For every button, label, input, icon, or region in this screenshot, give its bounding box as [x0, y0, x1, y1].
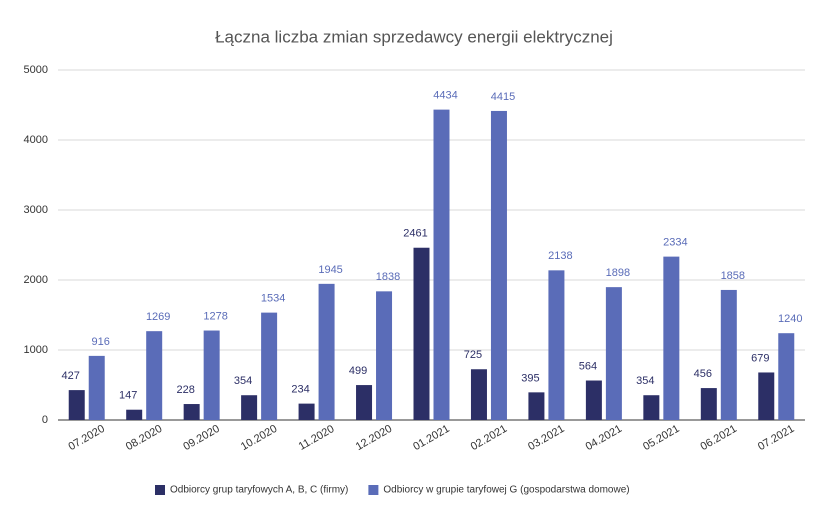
- data-label: 725: [464, 349, 482, 361]
- chart-title: Łączna liczba zmian sprzedawcy energii e…: [215, 27, 613, 46]
- x-tick-label: 12.2020: [354, 423, 394, 453]
- x-tick-label: 03.2021: [526, 423, 566, 453]
- data-label: 1898: [606, 267, 630, 279]
- bar: [778, 333, 795, 420]
- bar: [146, 331, 163, 420]
- x-tick-label: 05.2021: [641, 423, 681, 453]
- bar: [261, 312, 278, 420]
- bar: [433, 109, 450, 421]
- data-label: 2461: [403, 228, 427, 240]
- data-label: 4434: [433, 90, 457, 102]
- y-tick-label: 4000: [24, 134, 48, 146]
- data-label: 354: [234, 375, 252, 387]
- bar: [700, 388, 717, 420]
- bar: [183, 404, 200, 420]
- bar: [490, 110, 507, 420]
- y-tick-label: 3000: [24, 204, 48, 216]
- bar: [68, 390, 85, 420]
- data-label: 1240: [778, 313, 802, 325]
- bar: [88, 355, 105, 420]
- data-label: 679: [751, 352, 769, 364]
- bar: [720, 289, 737, 420]
- legend-label: Odbiorcy w grupie taryfowej G (gospodars…: [383, 485, 629, 496]
- bar: [643, 395, 660, 420]
- bar: [318, 283, 335, 420]
- data-label: 2138: [548, 250, 572, 262]
- bar: [203, 330, 220, 420]
- bar: [376, 291, 393, 420]
- bar: [548, 270, 565, 420]
- y-tick-label: 0: [42, 414, 48, 426]
- data-label: 1534: [261, 293, 285, 305]
- bar: [413, 247, 430, 420]
- x-tick-label: 08.2020: [124, 423, 164, 453]
- data-label: 456: [694, 368, 712, 380]
- data-label: 228: [176, 384, 194, 396]
- x-tick-label: 07.2020: [66, 423, 106, 453]
- bar: [241, 395, 258, 420]
- data-label: 147: [119, 390, 137, 402]
- bar: [126, 409, 143, 420]
- y-tick-label: 2000: [24, 274, 48, 286]
- x-tick-label: 04.2021: [584, 423, 624, 453]
- legend-swatch: [368, 485, 379, 495]
- legend-swatch: [155, 485, 165, 495]
- x-tick-label: 02.2021: [469, 423, 509, 453]
- y-tick-label: 1000: [24, 344, 48, 356]
- data-label: 427: [62, 370, 80, 382]
- bar: [356, 385, 373, 420]
- bar: [470, 369, 487, 420]
- data-label: 499: [349, 365, 367, 377]
- y-tick-label: 5000: [24, 64, 48, 76]
- bar: [528, 392, 545, 420]
- data-label: 4415: [491, 91, 515, 103]
- data-label: 1858: [721, 270, 745, 282]
- x-tick-label: 01.2021: [411, 423, 451, 453]
- bar: [605, 287, 622, 420]
- data-label: 564: [579, 360, 597, 372]
- x-tick-label: 06.2021: [699, 423, 739, 453]
- data-label: 1278: [203, 310, 227, 322]
- x-tick-label: 07.2021: [756, 423, 796, 453]
- bar: [298, 403, 315, 420]
- data-label: 354: [636, 375, 654, 387]
- data-label: 1945: [318, 264, 342, 276]
- bar: [758, 372, 775, 420]
- data-label: 1269: [146, 311, 170, 323]
- data-label: 395: [521, 372, 539, 384]
- data-label: 916: [92, 336, 110, 348]
- x-tick-label: 10.2020: [239, 423, 279, 453]
- bar: [585, 380, 602, 420]
- x-tick-label: 09.2020: [181, 423, 221, 453]
- data-label: 2334: [663, 237, 687, 249]
- legend-label: Odbiorcy grup taryfowych A, B, C (firmy): [170, 485, 348, 496]
- x-tick-label: 11.2020: [297, 423, 337, 453]
- data-label: 234: [291, 384, 309, 396]
- data-label: 1838: [376, 271, 400, 283]
- bar: [663, 256, 680, 420]
